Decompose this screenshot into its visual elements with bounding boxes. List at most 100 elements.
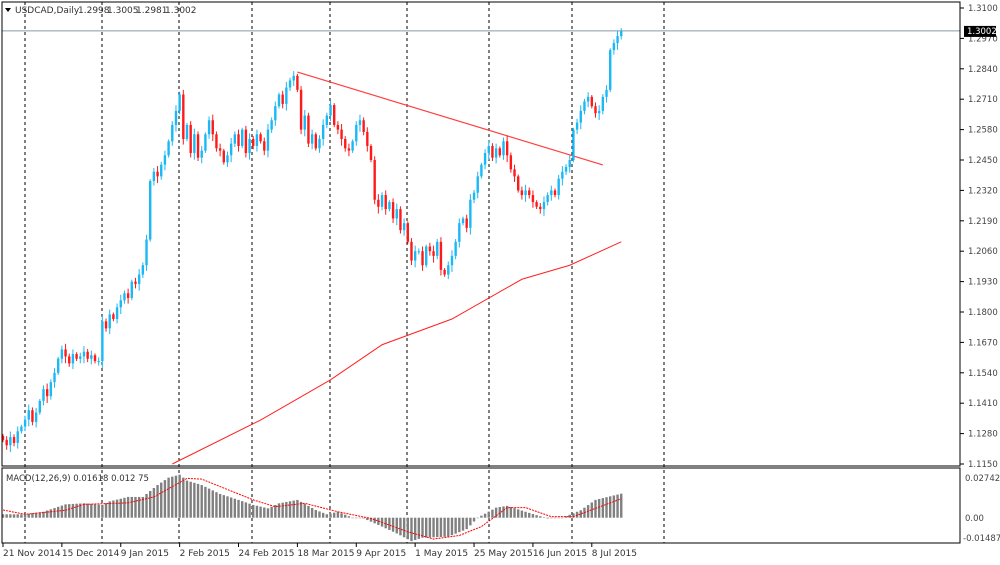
candle-body (130, 281, 133, 298)
candle (487, 140, 490, 160)
macd-histogram-bar (182, 477, 185, 518)
candle-body (447, 265, 450, 275)
candle-body (71, 354, 75, 364)
macd-histogram-bar (616, 494, 619, 518)
candle (82, 346, 86, 364)
candle-body (355, 124, 358, 142)
macd-histogram-bar (557, 517, 560, 519)
candle-body (277, 94, 281, 107)
candle (336, 121, 340, 135)
candle (218, 143, 222, 157)
candle-body (174, 110, 178, 125)
macd-histogram-bar (97, 504, 100, 518)
macd-histogram-bar (373, 517, 376, 524)
macd-histogram-bar (461, 517, 465, 531)
candle (425, 244, 428, 268)
candle-body (288, 80, 292, 88)
candle-body (171, 124, 174, 142)
candle (101, 315, 104, 368)
candle (255, 129, 259, 152)
trendline[interactable] (297, 71, 604, 166)
candle-body (189, 124, 192, 153)
candle-body (605, 89, 608, 97)
candle-body (237, 134, 240, 146)
price-tick-label: 1.1930 (968, 278, 998, 288)
date-tick-label: 9 Jan 2015 (121, 549, 169, 559)
macd-histogram-bar (119, 498, 122, 518)
price-axis: 1.3100 1.2970 1.2840 1.2710 1.2580 1.2450 1.23… (960, 4, 998, 470)
macd-histogram-bar (502, 506, 505, 518)
candle (182, 89, 185, 145)
candle (263, 137, 266, 156)
candle-body (491, 145, 494, 158)
candle-body (502, 141, 505, 156)
macd-histogram-bar (355, 517, 358, 519)
macd-histogram-bar (281, 502, 284, 518)
candle (388, 200, 391, 212)
trendline-path[interactable] (297, 71, 604, 166)
date-tick-label: 8 Jul 2015 (592, 549, 637, 559)
candle-body (119, 300, 122, 308)
candle (75, 352, 78, 362)
candle (472, 189, 476, 204)
macd-histogram-bar (134, 496, 137, 518)
candle (594, 102, 597, 118)
macd-histogram-bar (550, 517, 553, 519)
candle (200, 145, 203, 164)
macd-histogram-bar (472, 517, 476, 522)
moving-average-line (172, 241, 622, 465)
candle-body (1, 435, 5, 440)
candle (64, 343, 67, 364)
candle-body (270, 120, 273, 130)
macd-histogram-bar (399, 517, 402, 536)
candle-body (252, 138, 255, 146)
candle-body (285, 87, 288, 104)
macd-histogram-bar (115, 499, 119, 518)
candle-body (49, 382, 53, 397)
candle (483, 149, 487, 170)
macd-histogram-bar (248, 503, 251, 518)
macd-histogram-bar (207, 488, 211, 518)
candle (609, 48, 612, 93)
candle-body (23, 419, 27, 427)
candle (141, 262, 145, 278)
candle-body (480, 164, 483, 177)
macd-histogram-bar (229, 497, 233, 518)
candle (395, 203, 398, 226)
candle (185, 123, 189, 142)
macd-histogram-bar (333, 512, 336, 518)
macd-histogram-bar (384, 517, 387, 529)
candle-body (564, 167, 568, 172)
candle (207, 116, 211, 139)
candle (119, 294, 122, 315)
candle (366, 127, 369, 152)
candle (68, 353, 71, 367)
macd-histogram-bar (546, 517, 549, 519)
macd-histogram-bar (82, 503, 86, 518)
candle (288, 77, 292, 91)
candle-body (336, 124, 340, 130)
macd-histogram-bar (425, 517, 428, 538)
macd-histogram-bar (402, 517, 406, 538)
candle-body (469, 199, 472, 228)
macd-histogram-bar (303, 503, 306, 518)
macd-histogram-bar (299, 501, 303, 518)
candle (505, 135, 509, 163)
macd-histogram-bar (79, 503, 82, 518)
candle (380, 192, 384, 211)
candle (204, 132, 207, 153)
candle-body (93, 355, 97, 362)
candle (491, 143, 494, 162)
candle (399, 206, 402, 234)
candle (314, 132, 317, 151)
triangle-down-icon[interactable] (5, 8, 11, 12)
price-tick-label: 1.1280 (968, 430, 998, 440)
macd-histogram-bar (57, 506, 60, 518)
candle (340, 123, 343, 146)
macd-histogram-bar (406, 517, 409, 540)
macd-histogram-bar (336, 511, 340, 518)
macd-histogram-bar (605, 497, 608, 518)
macd-histogram-bar (307, 505, 310, 518)
candle-body (222, 150, 225, 163)
macd-tick-top: 0.02742 (965, 474, 1000, 484)
